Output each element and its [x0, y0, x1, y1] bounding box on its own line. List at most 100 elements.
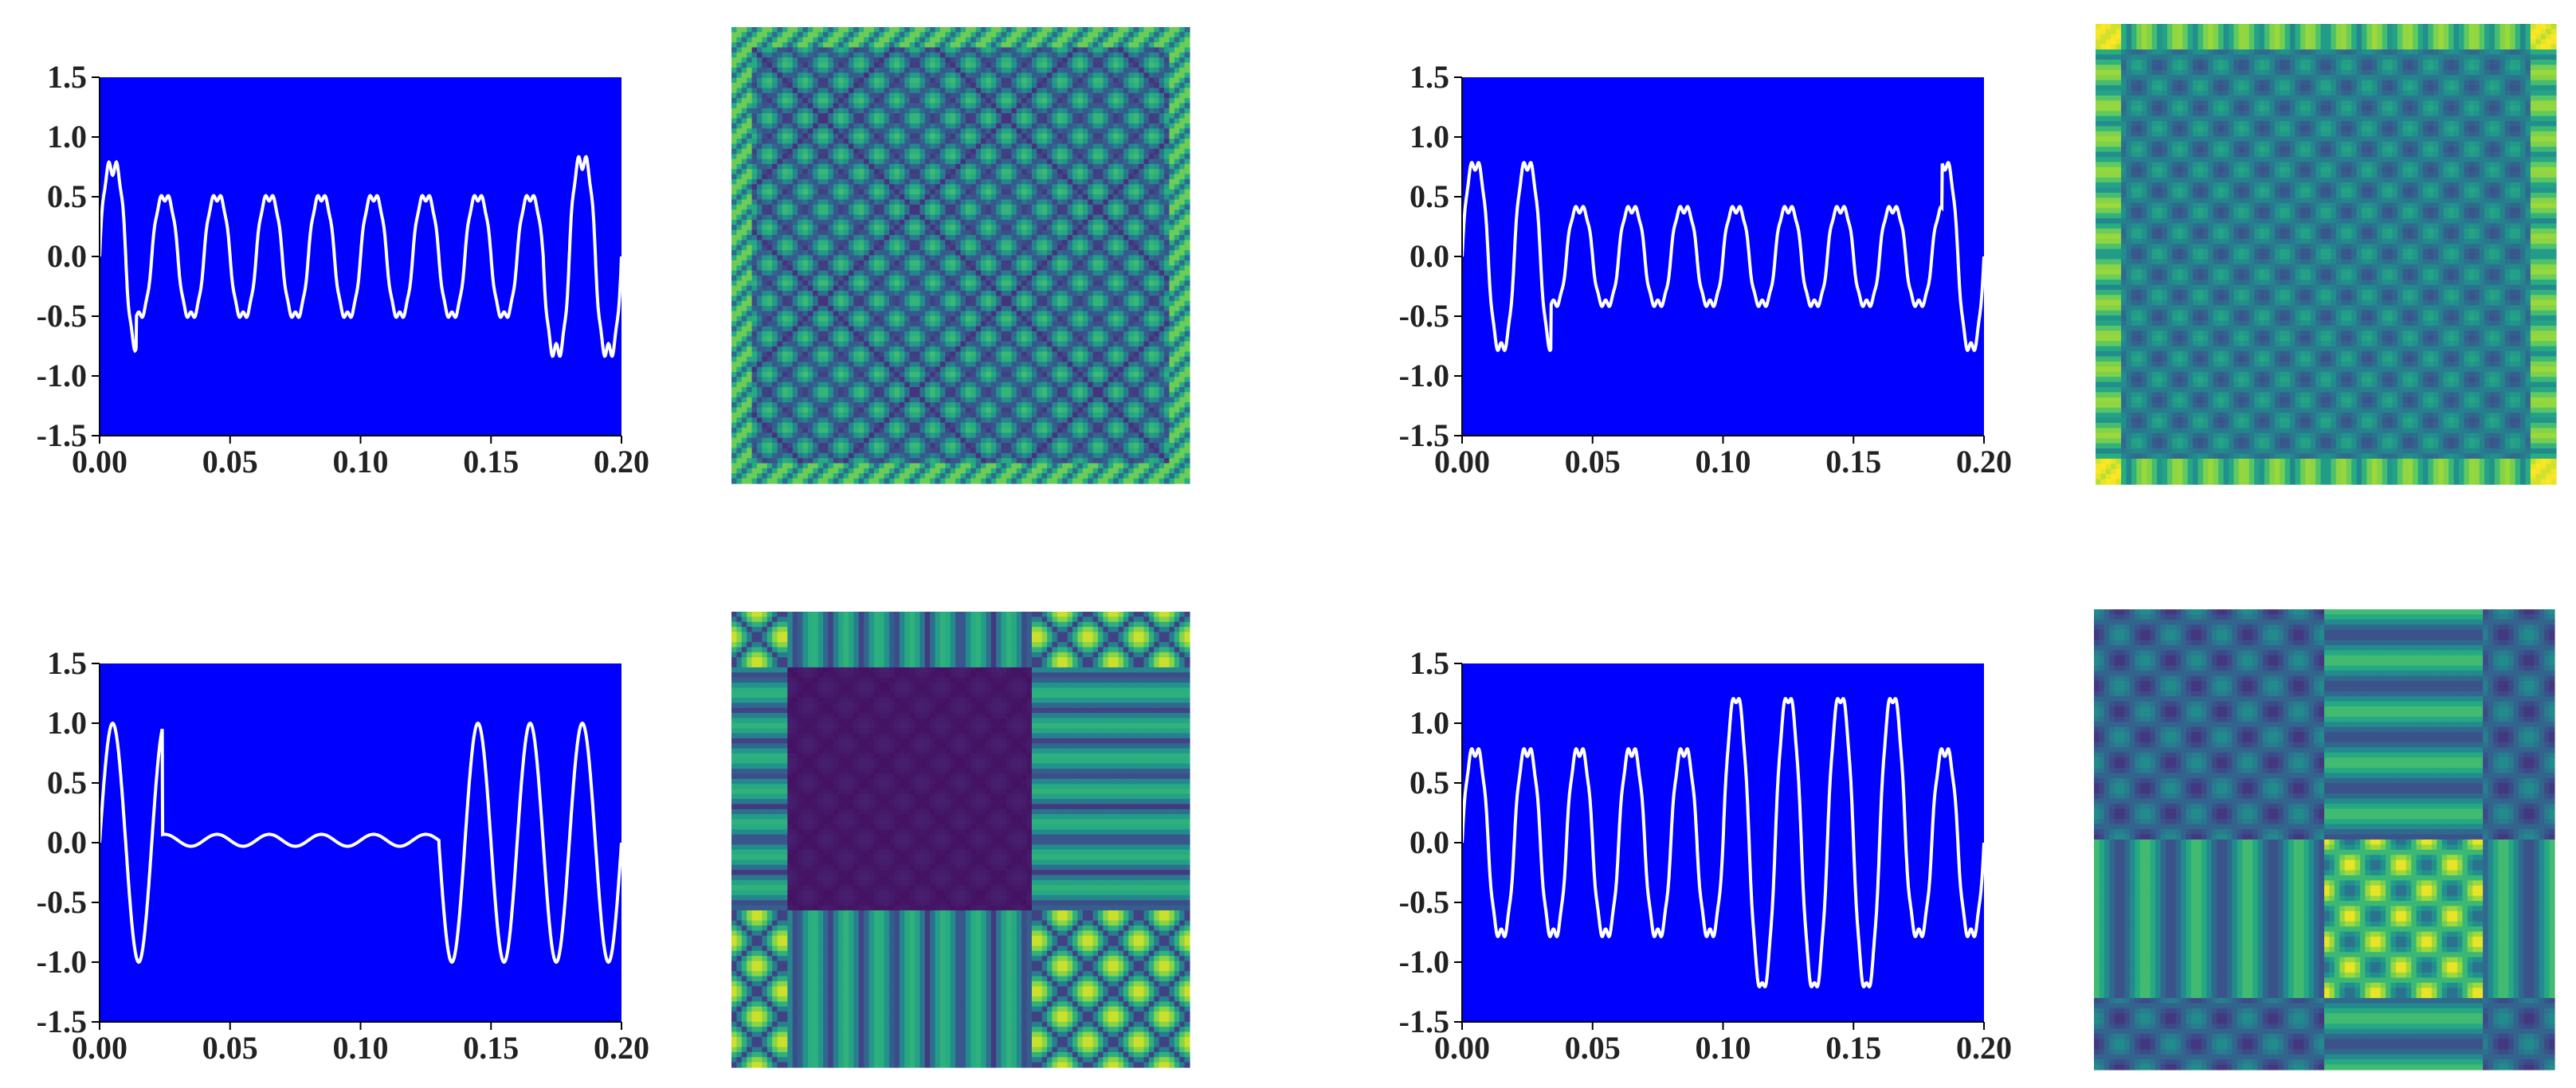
heatmap-cell: [955, 215, 961, 221]
heatmap-cell: [828, 240, 833, 245]
heatmap-cell: [1103, 27, 1108, 33]
heatmap-cell: [889, 301, 895, 307]
heatmap-cell: [1083, 134, 1088, 139]
heatmap-cell: [1021, 235, 1027, 241]
heatmap-cell: [1093, 184, 1099, 190]
heatmap-cell: [1057, 159, 1063, 165]
heatmap-cell: [813, 205, 818, 210]
heatmap-cell: [778, 47, 783, 53]
heatmap-cell: [925, 42, 931, 48]
heatmap-cell: [1057, 256, 1063, 261]
heatmap-cell: [1185, 245, 1190, 251]
heatmap-cell: [884, 169, 890, 174]
heatmap-cell: [961, 209, 966, 215]
heatmap-cell: [1159, 215, 1165, 221]
heatmap-cell: [1042, 184, 1048, 190]
heatmap-cell: [970, 205, 976, 210]
heatmap-cell: [930, 68, 935, 73]
heatmap-cell: [981, 149, 986, 155]
heatmap-cell: [1123, 169, 1129, 174]
heatmap-cell: [823, 164, 829, 170]
heatmap-cell: [762, 63, 767, 68]
heatmap-cell: [1057, 143, 1063, 149]
heatmap-cell: [1068, 53, 1073, 58]
heatmap-cell: [1123, 119, 1129, 124]
heatmap-cell: [767, 119, 773, 124]
heatmap-cell: [1062, 240, 1068, 245]
heatmap-cell: [991, 184, 997, 190]
heatmap-cell: [869, 220, 875, 225]
heatmap-cell: [1119, 128, 1124, 134]
heatmap-cell: [808, 240, 814, 245]
heatmap-cell: [793, 123, 798, 129]
heatmap-cell: [1062, 93, 1068, 99]
heatmap-cell: [1169, 123, 1174, 129]
heatmap-cell: [1185, 149, 1190, 155]
heatmap-cell: [1103, 104, 1108, 109]
heatmap-cell: [935, 260, 941, 266]
heatmap-cell: [798, 47, 803, 53]
heatmap-cell: [752, 256, 758, 261]
heatmap-cell: [793, 68, 798, 73]
heatmap-cell: [762, 108, 767, 114]
heatmap-cell: [981, 164, 986, 170]
heatmap-cell: [879, 265, 884, 271]
heatmap-cell: [1021, 179, 1027, 185]
heatmap-cell: [1123, 68, 1129, 73]
heatmap-cell: [915, 78, 920, 84]
heatmap-cell: [1068, 57, 1073, 63]
heatmap-cell: [1179, 164, 1185, 170]
heatmap-cell: [900, 154, 905, 159]
heatmap-cell: [940, 220, 946, 225]
heatmap-cell: [1134, 169, 1139, 174]
heatmap-cell: [828, 291, 833, 296]
heatmap-cell: [1185, 240, 1190, 245]
heatmap-cell: [1185, 63, 1190, 68]
heatmap-cell: [813, 128, 818, 134]
heatmap-cell: [762, 159, 767, 165]
heatmap-cell: [813, 159, 818, 165]
heatmap-cell: [1083, 108, 1088, 114]
heatmap-cell: [889, 108, 895, 114]
heatmap-cell: [859, 260, 865, 266]
heatmap-cell: [757, 260, 763, 266]
heatmap-cell: [1119, 123, 1124, 129]
heatmap-cell: [838, 123, 844, 129]
heatmap-cell: [808, 271, 814, 276]
heatmap-cell: [808, 159, 814, 165]
heatmap-cell: [1042, 149, 1048, 155]
heatmap-cell: [787, 194, 793, 200]
heatmap-cell: [1149, 63, 1155, 68]
heatmap-cell: [976, 295, 982, 301]
heatmap-cell: [772, 179, 778, 185]
heatmap-cell: [900, 113, 905, 119]
heatmap-cell: [1134, 301, 1139, 307]
heatmap-cell: [859, 225, 865, 230]
heatmap-cell: [833, 265, 839, 271]
heatmap-cell: [1103, 32, 1108, 37]
heatmap-cell: [904, 47, 910, 53]
heatmap-cell: [823, 209, 829, 215]
heatmap-cell: [966, 42, 971, 48]
heatmap-cell: [996, 98, 1002, 104]
heatmap-cell: [772, 260, 778, 266]
heatmap-cell: [1159, 108, 1165, 114]
heatmap-cell: [1139, 291, 1144, 296]
heatmap-cell: [940, 119, 946, 124]
heatmap-cell: [874, 53, 880, 58]
heatmap-cell: [935, 230, 941, 236]
heatmap-cell: [1103, 250, 1108, 256]
heatmap-cell: [915, 220, 920, 225]
heatmap-cell: [904, 63, 910, 68]
heatmap-cell: [808, 104, 814, 109]
heatmap-cell: [935, 159, 941, 165]
heatmap-cell: [996, 154, 1002, 159]
heatmap-cell: [884, 113, 890, 119]
heatmap-cell: [1093, 271, 1099, 276]
heatmap-cell: [1169, 291, 1174, 296]
heatmap-cell: [910, 72, 916, 78]
heatmap-cell: [833, 205, 839, 210]
heatmap-cell: [736, 27, 742, 33]
heatmap-cell: [1149, 108, 1155, 114]
heatmap-cell: [1164, 78, 1170, 84]
